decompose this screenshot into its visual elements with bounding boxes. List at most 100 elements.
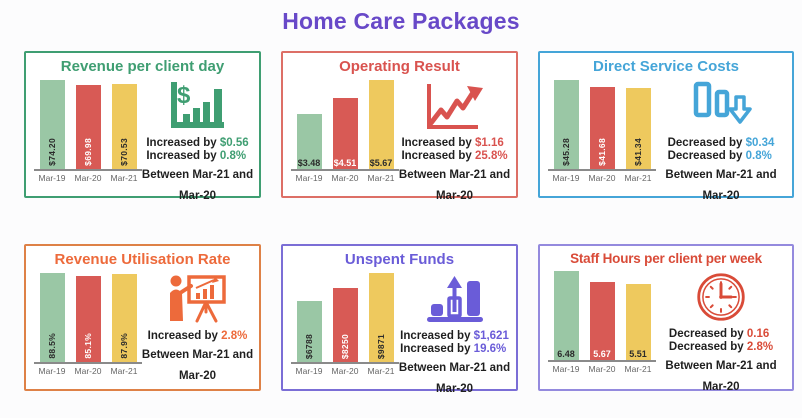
page-header: Home Care Packages <box>0 8 802 35</box>
panel-body: $3.48 $4.51 $5.67 Mar-19 Mar-20 Mar-21 Incre… <box>291 79 510 206</box>
bar-mar-20: $41.68 <box>589 87 615 169</box>
stat-value: 0.8% <box>219 150 247 162</box>
bar-value-label: $41.68 <box>597 138 607 166</box>
stats-column: $ Increased by $0.56 Increased by 0.8% Be… <box>142 79 253 206</box>
x-axis-line <box>34 362 142 364</box>
bar-mar-19: 88.5% <box>39 273 65 362</box>
comparison-note-line2: Mar-20 <box>702 380 740 393</box>
bar-chart: 88.5% 85.1% 87.9% Mar-19 Mar-20 Mar-21 <box>34 272 144 386</box>
stat-value: 0.8% <box>745 150 772 162</box>
stat-line: Increased by $1,621 <box>400 330 509 342</box>
bar-value-label: $3.48 <box>297 158 321 168</box>
panel-title: Revenue per client day <box>60 58 225 75</box>
stat-line: Increased by 2.8% <box>148 330 248 342</box>
stat-value: $0.56 <box>219 137 249 149</box>
x-axis-label: Mar-21 <box>110 173 138 183</box>
stat-value: $0.34 <box>745 137 775 149</box>
panel-revenue-per-client-day: Revenue per client day $74.20 $69.98 $70.5… <box>24 51 261 202</box>
stat-line: Increased by $0.56 <box>146 137 248 149</box>
stat-prefix: Increased by <box>401 150 475 162</box>
bar-mar-19: $3.48 <box>296 114 322 169</box>
bar-mar-21: $9871 <box>368 273 394 362</box>
stat-lines: Increased by $1,621 Increased by 19.6% <box>400 329 509 356</box>
bar-value-label: 87.9% <box>119 333 129 359</box>
bar-mar-21: 5.51 <box>625 284 651 360</box>
stat-prefix: Increased by <box>147 330 222 342</box>
x-axis-label: Mar-20 <box>74 366 102 376</box>
stat-prefix: Increased by <box>146 137 220 149</box>
bar-column: 88.5% <box>34 273 70 362</box>
bar-mar-20: $4.51 <box>332 98 358 169</box>
stat-line: Decreased by 0.8% <box>668 150 775 162</box>
declining-bars-down-arrow-icon <box>689 80 753 132</box>
clock-icon <box>695 271 747 323</box>
stat-line: Increased by 0.8% <box>146 150 248 162</box>
bars-area: $6788 $8250 $9871 <box>291 272 401 362</box>
stat-value: 2.8% <box>221 330 248 342</box>
stat-value: $1,621 <box>473 330 509 342</box>
panel-body: 6.48 5.67 5.51 Mar-19 Mar-20 Mar-21 Decrease… <box>548 270 784 397</box>
panel-operating-result: Operating Result $3.48 $4.51 $5.67 Mar-19 M… <box>281 51 518 202</box>
trend-up-arrow-icon <box>423 80 487 132</box>
comparison-note-line1: Between Mar-21 and <box>665 360 777 372</box>
x-axis-label: Mar-20 <box>331 173 359 183</box>
bar-column: 5.51 <box>620 284 656 360</box>
bar-column: 87.9% <box>106 274 142 362</box>
stat-line: Decreased by 2.8% <box>669 341 773 353</box>
stat-lines: Increased by 2.8% <box>148 329 248 343</box>
panel-body: $45.28 $41.68 $41.34 Mar-19 Mar-20 Mar-21 De… <box>548 79 784 206</box>
x-axis-label: Mar-19 <box>38 366 66 376</box>
x-axis-labels: Mar-19 Mar-20 Mar-21 <box>548 362 658 374</box>
stat-lines: Decreased by 0.16 Decreased by 2.8% <box>669 327 773 354</box>
bar-column: $69.98 <box>70 85 106 169</box>
x-axis-labels: Mar-19 Mar-20 Mar-21 <box>291 364 401 376</box>
bar-column: 6.48 <box>548 271 584 360</box>
comparison-note-line2: Mar-20 <box>178 189 217 202</box>
x-axis-label: Mar-21 <box>624 173 652 183</box>
stat-value: 19.6% <box>473 343 507 355</box>
comparison-note-line1: Between Mar-21 and <box>398 362 511 374</box>
bar-mar-20: 5.67 <box>589 282 615 360</box>
bar-value-label: $69.98 <box>83 138 93 166</box>
stat-prefix: Decreased by <box>667 150 746 162</box>
panel-unspent-funds: Unspent Funds $6788 $8250 $9871 Mar-19 Mar-… <box>281 244 518 395</box>
bar-value-label: 6.48 <box>557 349 575 359</box>
stat-prefix: Decreased by <box>668 328 747 340</box>
stats-column: Decreased by 0.16 Decreased by 2.8% Betwe… <box>658 270 784 397</box>
dollar-growth-chart-icon: $ <box>166 80 230 132</box>
x-axis-label: Mar-21 <box>624 364 652 374</box>
bar-column: $45.28 <box>548 80 584 169</box>
bar-value-label: $6788 <box>304 333 314 359</box>
x-axis-label: Mar-19 <box>295 366 323 376</box>
panel-title: Operating Result <box>339 58 460 75</box>
comparison-note-line2: Mar-20 <box>178 369 217 382</box>
bar-mar-20: $69.98 <box>75 85 101 169</box>
x-axis-label: Mar-21 <box>367 366 395 376</box>
bar-mar-19: $6788 <box>296 301 322 362</box>
x-axis-label: Mar-20 <box>588 364 616 374</box>
bar-mar-21: $70.53 <box>111 84 137 169</box>
panel-body: $74.20 $69.98 $70.53 Mar-19 Mar-20 Mar-21 $ … <box>34 79 253 206</box>
bar-value-label: 5.67 <box>593 349 611 359</box>
stat-lines: Increased by $1.16 Increased by 25.8% <box>401 136 507 163</box>
stat-line: Increased by 19.6% <box>400 343 509 355</box>
x-axis-line <box>548 169 656 171</box>
stat-lines: Increased by $0.56 Increased by 0.8% <box>146 136 248 163</box>
x-axis-line <box>291 169 399 171</box>
bar-column: 5.67 <box>584 282 620 360</box>
bar-chart: $74.20 $69.98 $70.53 Mar-19 Mar-20 Mar-21 <box>34 79 144 206</box>
bar-mar-19: 6.48 <box>553 271 579 360</box>
comparison-note-line1: Between Mar-21 and <box>665 169 777 181</box>
stat-prefix: Increased by <box>146 150 220 162</box>
x-axis-label: Mar-21 <box>367 173 395 183</box>
comparison-note-line1: Between Mar-21 and <box>141 349 254 361</box>
x-axis-line <box>548 360 656 362</box>
bar-column: 85.1% <box>70 276 106 362</box>
stat-value: 0.16 <box>746 328 770 340</box>
panel-title: Direct Service Costs <box>593 58 739 75</box>
bars-area: 88.5% 85.1% 87.9% <box>34 272 144 362</box>
bars-area: 6.48 5.67 5.51 <box>548 270 658 360</box>
bar-column: $41.68 <box>584 87 620 169</box>
stat-value: 2.8% <box>746 341 774 353</box>
bar-mar-19: $74.20 <box>39 80 65 169</box>
